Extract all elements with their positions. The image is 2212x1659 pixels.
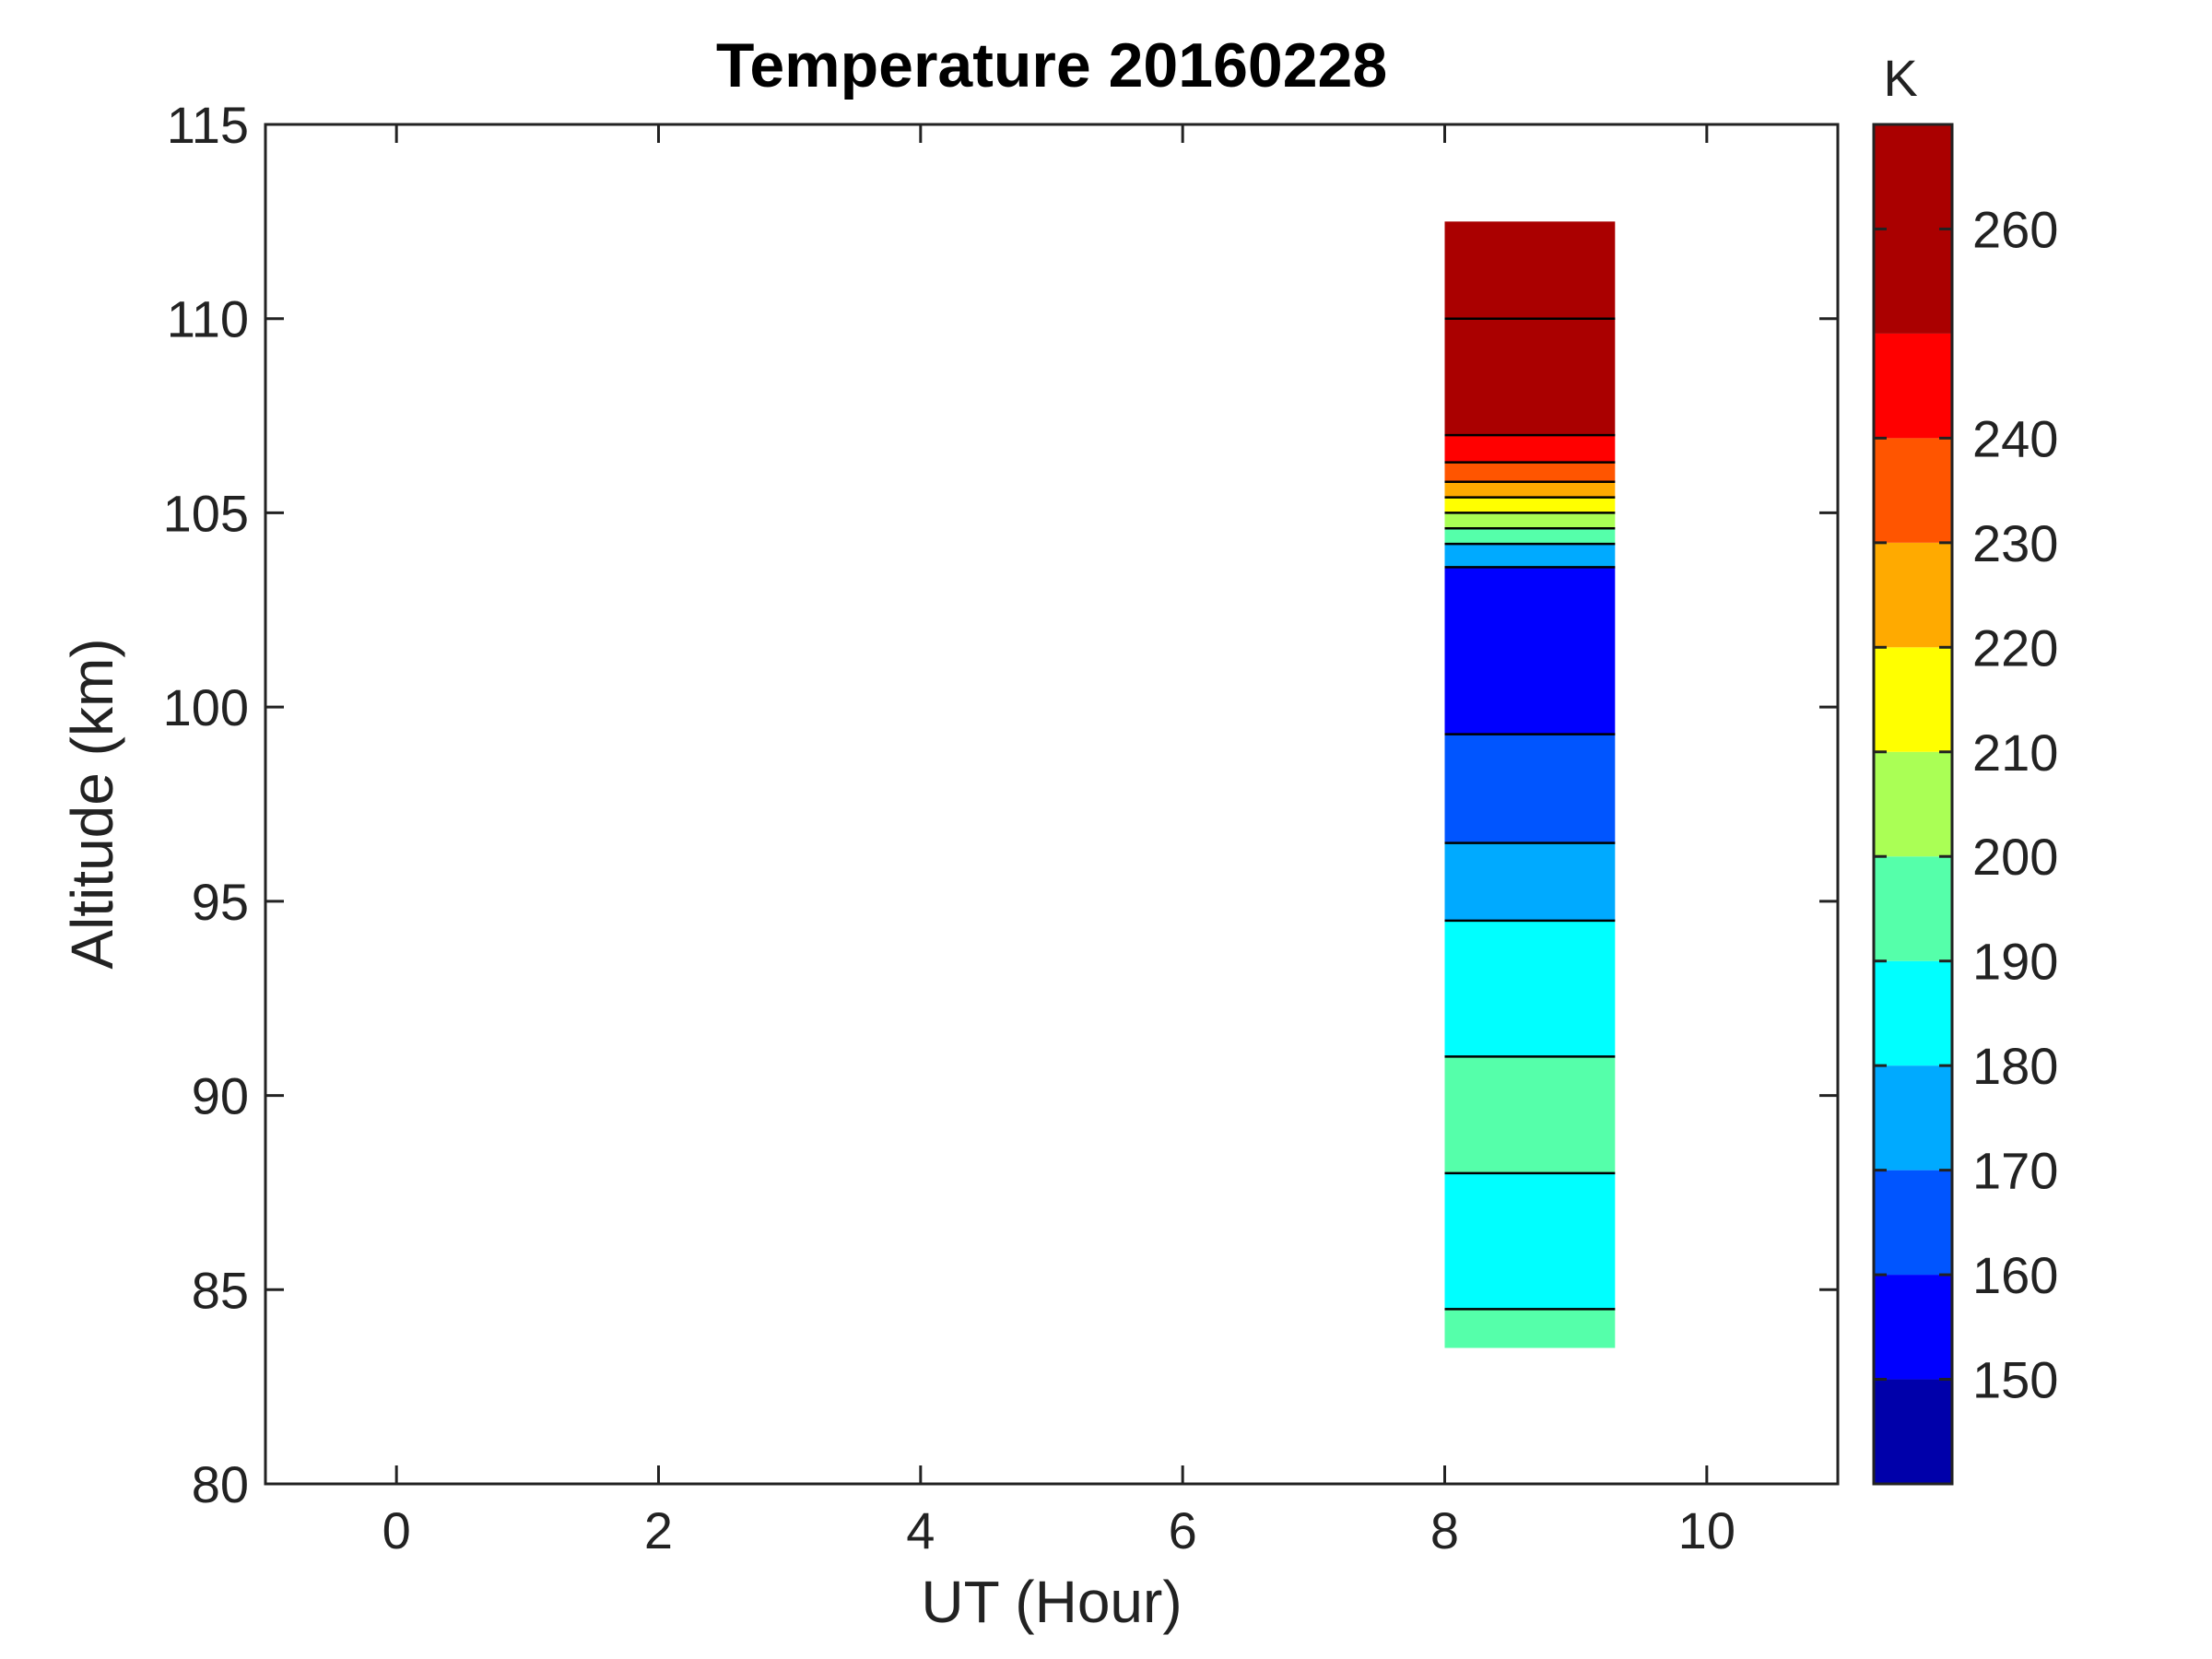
colorbar-tick-label-3: 180 (1972, 1037, 2058, 1095)
chart-title: Temperature 20160228 (716, 30, 1387, 100)
colorbar-band-5 (1874, 856, 1952, 961)
colorbar-tick-label-4: 190 (1972, 933, 2058, 991)
colorbar-band-11 (1874, 124, 1952, 334)
y-tick-label-4: 100 (163, 678, 249, 736)
x-tick-label-5: 10 (1678, 1501, 1735, 1559)
axes-frame (264, 123, 1840, 1486)
y-tick-label-1: 85 (192, 1261, 249, 1319)
y-tick-label-3: 95 (192, 873, 249, 931)
temperature-layer-7 (1444, 528, 1616, 545)
temperature-layer-9 (1444, 567, 1616, 735)
colorbar-tick-label-0: 150 (1972, 1351, 2058, 1409)
x-tick-label-4: 8 (1430, 1501, 1459, 1559)
colorbar-band-9 (1874, 438, 1952, 543)
x-tick-label-3: 6 (1169, 1501, 1197, 1559)
temperature-layer-2 (1444, 435, 1616, 463)
colorbar-tick-label-6: 210 (1972, 724, 2058, 782)
temperature-layer-3 (1444, 462, 1616, 482)
y-axis-label: Altitude (km) (59, 638, 125, 969)
colorbar-band-0 (1874, 1379, 1952, 1484)
colorbar-tick-label-8: 230 (1972, 514, 2058, 572)
colorbar-band-7 (1874, 647, 1952, 752)
colorbar-tick-label-9: 240 (1972, 409, 2058, 467)
temperature-layer-12 (1444, 920, 1616, 1057)
y-tick-label-0: 80 (192, 1455, 249, 1513)
colorbar-tick-label-7: 220 (1972, 618, 2058, 677)
temperature-layer-1 (1444, 318, 1616, 436)
colorbar-band-8 (1874, 542, 1952, 648)
x-tick-label-1: 2 (644, 1501, 673, 1559)
y-tick-label-5: 105 (163, 484, 249, 542)
temperature-layer-11 (1444, 842, 1616, 921)
colorbar-band-4 (1874, 960, 1952, 1066)
colorbar-tick-label-10: 260 (1972, 200, 2058, 258)
x-tick-label-2: 4 (906, 1501, 935, 1559)
x-axis-label: UT (Hour) (921, 1569, 1182, 1635)
colorbar-tick-label-2: 170 (1972, 1142, 2058, 1200)
colorbar-frame (1872, 123, 1954, 1486)
colorbar-tick-label-5: 200 (1972, 828, 2058, 886)
temperature-layer-5 (1444, 497, 1616, 513)
colorbar-band-6 (1874, 751, 1952, 857)
plot-area (1444, 221, 1616, 1348)
temperature-layer-15 (1444, 1309, 1616, 1348)
y-tick-label-7: 115 (167, 96, 249, 154)
y-axis: 80 85 90 95 100 105 110 115 (163, 96, 1838, 1513)
y-tick-label-6: 110 (167, 290, 249, 348)
x-axis: 0 2 4 6 8 10 (382, 124, 1735, 1559)
colorbar-band-1 (1874, 1275, 1952, 1380)
temperature-layer-6 (1444, 512, 1616, 529)
colorbar-tick-label-1: 160 (1972, 1246, 2058, 1304)
colorbar-band-3 (1874, 1065, 1952, 1171)
temperature-layer-13 (1444, 1056, 1616, 1173)
colorbar: 150 160 170 180 190 200 210 220 230 240 260 (1874, 124, 2058, 1484)
colorbar-band-2 (1874, 1170, 1952, 1276)
colorbar-band-10 (1874, 333, 1952, 439)
temperature-layer-0 (1444, 221, 1616, 319)
y-tick-label-2: 90 (192, 1067, 249, 1125)
temperature-layer-10 (1444, 734, 1616, 843)
colorbar-unit-label: K (1883, 49, 1917, 107)
x-tick-label-0: 0 (382, 1501, 411, 1559)
contour-lines (1444, 317, 1616, 1311)
temperature-layer-4 (1444, 481, 1616, 498)
temperature-layer-14 (1444, 1172, 1616, 1310)
temperature-layer-8 (1444, 544, 1616, 568)
